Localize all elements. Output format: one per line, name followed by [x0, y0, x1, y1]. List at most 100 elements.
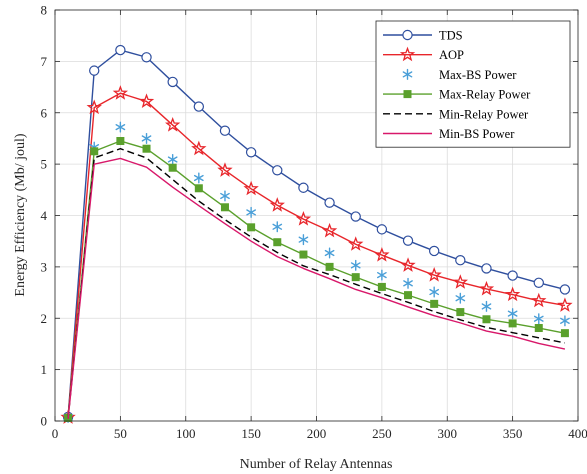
data-point — [455, 292, 466, 304]
data-point — [217, 162, 233, 177]
series-layer — [60, 44, 573, 424]
data-point — [247, 223, 256, 232]
legend-entry: AOP — [383, 46, 464, 62]
x-tick-label: 200 — [307, 426, 327, 441]
y-tick-label: 6 — [41, 105, 48, 120]
legend-entry: Min-BS Power — [383, 127, 515, 141]
series-line — [67, 157, 566, 420]
data-point — [298, 234, 309, 246]
asterisk-stroke — [141, 135, 152, 142]
data-point — [452, 274, 468, 289]
series-min-relay-power — [67, 148, 566, 419]
y-tick-label: 1 — [41, 362, 48, 377]
data-point — [116, 137, 125, 146]
data-point — [403, 277, 413, 289]
legend-box — [375, 20, 571, 148]
y-tick-label: 0 — [41, 414, 48, 429]
data-point — [220, 190, 230, 202]
asterisk-stroke — [481, 303, 492, 310]
data-point — [220, 203, 229, 212]
data-point — [482, 315, 491, 324]
data-point — [404, 291, 413, 300]
legend: TDS AOP Max-BS Power Max-Relay Power Min-Rel… — [375, 20, 571, 148]
y-tick-label: 2 — [41, 311, 48, 326]
data-point — [194, 184, 203, 193]
x-tick-label: 400 — [568, 426, 587, 441]
data-point — [508, 319, 517, 328]
data-point — [428, 245, 440, 257]
data-point — [168, 163, 177, 172]
asterisk-stroke — [377, 271, 387, 279]
data-point — [559, 284, 571, 295]
y-tick-label: 3 — [41, 259, 48, 274]
y-tick-label: 7 — [41, 54, 48, 69]
data-point — [377, 282, 386, 291]
ticks: 0 50 100 150 200 250 300 350 400 0 1 2 3 4 5 6 7 8 — [41, 3, 587, 442]
data-point — [400, 257, 416, 272]
y-tick-label: 4 — [41, 208, 48, 223]
data-point — [142, 144, 151, 153]
legend-label: Min-BS Power — [439, 127, 515, 141]
data-point — [167, 154, 178, 166]
x-tick-label: 250 — [372, 426, 392, 441]
data-point — [167, 76, 178, 88]
data-point — [478, 280, 495, 296]
data-point — [504, 286, 521, 302]
data-point — [507, 308, 518, 320]
asterisk-stroke — [507, 310, 518, 317]
data-point — [560, 329, 569, 338]
data-point — [376, 224, 388, 235]
data-point — [115, 44, 126, 56]
x-tick-label: 350 — [503, 426, 523, 441]
data-point — [138, 93, 155, 108]
legend-marker — [403, 90, 412, 99]
legend-entry: Max-BS Power — [402, 68, 517, 82]
asterisk-stroke — [272, 223, 283, 230]
data-point — [86, 99, 102, 115]
x-axis-label: Number of Relay Antennas — [240, 457, 393, 472]
data-point — [324, 247, 335, 259]
asterisk-stroke — [246, 209, 256, 216]
legend-label: Max-BS Power — [439, 68, 517, 82]
data-point — [430, 299, 439, 308]
x-tick-label: 150 — [241, 426, 261, 441]
data-point — [533, 277, 544, 289]
x-tick-label: 300 — [438, 426, 458, 441]
asterisk-stroke — [193, 174, 204, 182]
series-line — [67, 140, 566, 418]
asterisk-stroke — [298, 236, 309, 243]
data-point — [112, 85, 129, 100]
legend-label: AOP — [439, 48, 464, 62]
data-point — [351, 273, 360, 282]
data-point — [350, 259, 361, 271]
data-point — [193, 172, 204, 184]
data-point — [219, 125, 231, 136]
asterisk-stroke — [403, 280, 413, 287]
data-point — [455, 254, 466, 266]
data-point — [89, 65, 100, 76]
series-min-bs-power — [67, 157, 566, 420]
asterisk-stroke — [220, 192, 230, 200]
data-point — [246, 206, 256, 218]
x-tick-label: 50 — [114, 426, 127, 441]
asterisk-stroke — [560, 317, 570, 324]
data-point — [456, 308, 465, 317]
legend-entry: Min-Relay Power — [383, 107, 529, 121]
data-point — [141, 52, 152, 63]
y-axis-label: Energy Efficiency (Mb/ joul) — [13, 133, 28, 296]
x-tick-label: 0 — [52, 426, 59, 441]
asterisk-stroke — [350, 262, 361, 269]
data-point — [374, 246, 390, 262]
data-point — [295, 211, 312, 226]
series-line — [67, 148, 566, 419]
data-point — [507, 270, 518, 281]
data-point — [533, 313, 544, 325]
data-point — [191, 140, 207, 156]
y-tick-label: 5 — [41, 157, 48, 172]
series-max-relay-power — [64, 137, 569, 422]
data-point — [321, 222, 338, 238]
y-tick-label: 8 — [41, 3, 48, 18]
data-point — [531, 292, 547, 308]
data-point — [348, 236, 364, 251]
legend-label: Min-Relay Power — [439, 107, 529, 121]
